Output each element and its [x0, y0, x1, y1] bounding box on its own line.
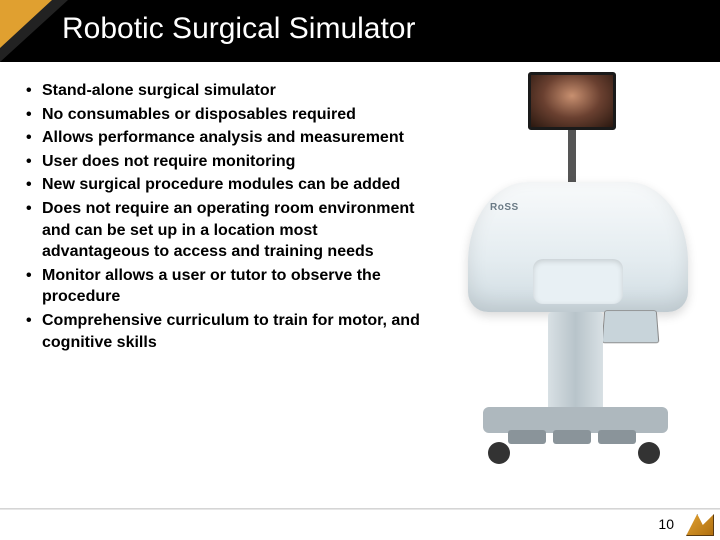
device-console: RoSS	[468, 182, 688, 312]
monitor-screen	[531, 75, 613, 127]
header-accent-gold	[0, 0, 52, 48]
cart-wheel	[488, 442, 510, 464]
footer-logo-icon	[686, 514, 714, 536]
foot-pedal	[598, 430, 636, 444]
foot-pedal	[553, 430, 591, 444]
bullet-list-area: Stand-alone surgical simulator No consum…	[22, 80, 422, 355]
foot-pedal	[508, 430, 546, 444]
console-viewport	[533, 259, 623, 304]
bullet-item: Monitor allows a user or tutor to observ…	[22, 265, 422, 308]
footer-divider	[0, 508, 720, 510]
device-tablet	[602, 310, 660, 343]
bullet-list: Stand-alone surgical simulator No consum…	[22, 80, 422, 353]
bullet-item: Does not require an operating room envir…	[22, 198, 422, 263]
bullet-item: No consumables or disposables required	[22, 104, 422, 126]
bullet-item: Comprehensive curriculum to train for mo…	[22, 310, 422, 353]
device-brand-label: RoSS	[490, 202, 519, 213]
bullet-item: User does not require monitoring	[22, 151, 422, 173]
slide-title: Robotic Surgical Simulator	[62, 12, 415, 46]
cart-column	[548, 312, 603, 412]
slide-header: Robotic Surgical Simulator	[0, 0, 720, 62]
page-number: 10	[658, 516, 674, 532]
cart-wheel	[638, 442, 660, 464]
bullet-item: Allows performance analysis and measurem…	[22, 127, 422, 149]
bullet-item: Stand-alone surgical simulator	[22, 80, 422, 102]
bullet-item: New surgical procedure modules can be ad…	[22, 174, 422, 196]
device-monitor	[528, 72, 616, 130]
device-illustration: RoSS	[428, 72, 708, 472]
